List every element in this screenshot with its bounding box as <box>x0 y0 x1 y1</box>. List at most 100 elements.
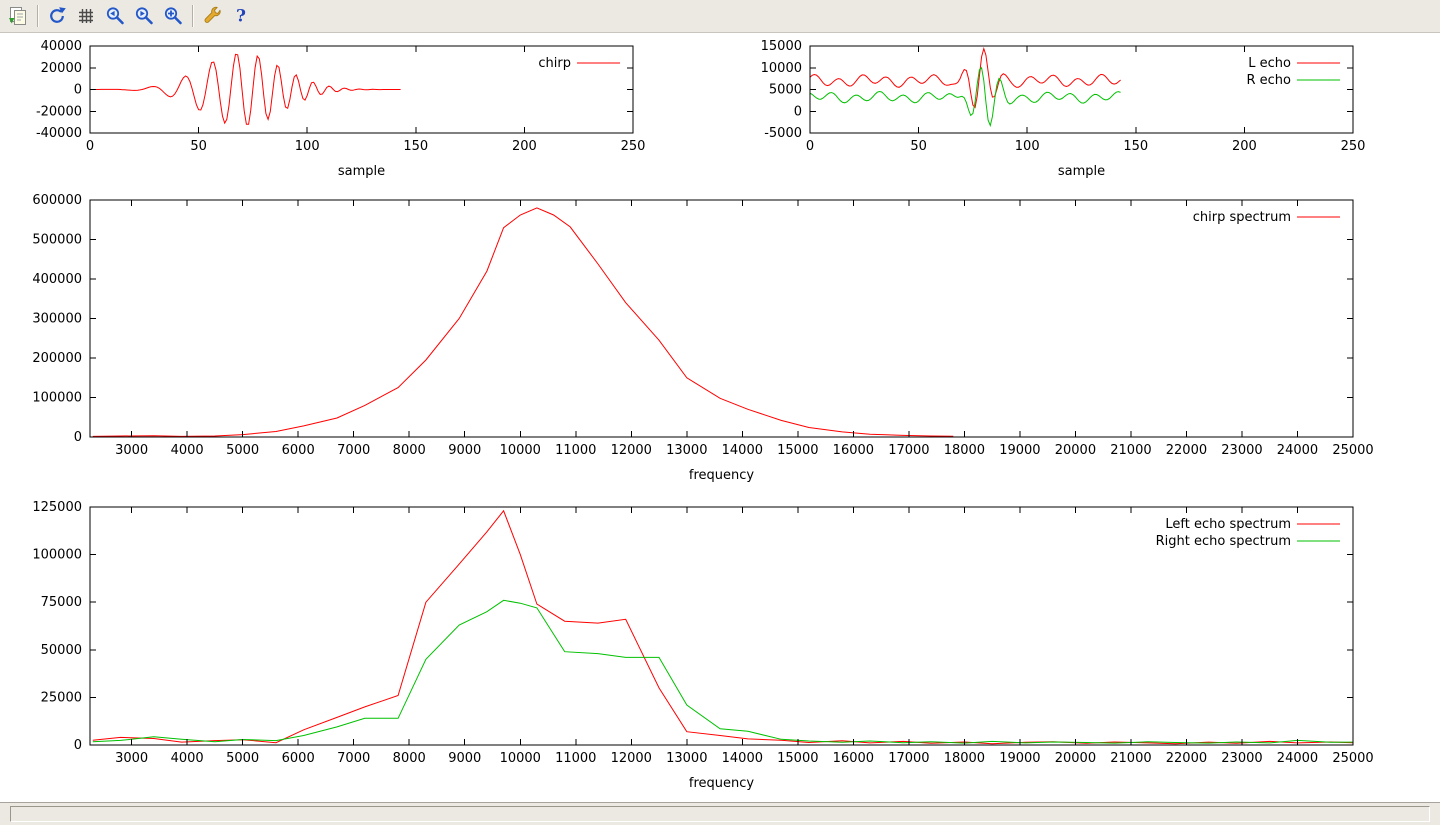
toolbar-separator <box>188 5 197 27</box>
grid-icon <box>79 9 93 23</box>
series-group <box>90 53 401 125</box>
x-axis-title: sample <box>338 164 385 179</box>
x-tick-label: 19000 <box>999 443 1040 458</box>
y-tick-label: 0 <box>74 738 82 753</box>
x-tick-label: 13000 <box>666 443 707 458</box>
y-tick-label: -20000 <box>36 104 82 119</box>
y-tick-label: 600000 <box>32 193 82 208</box>
y-tick-label: 10000 <box>761 61 802 76</box>
x-tick-label: 0 <box>86 139 94 154</box>
x-tick-label: 7000 <box>337 751 370 766</box>
y-tick-label: 200000 <box>32 351 82 366</box>
series-group <box>92 207 954 437</box>
series-chirp <box>90 53 401 125</box>
x-tick-label: 24000 <box>1277 443 1318 458</box>
plot-border <box>89 199 1354 438</box>
status-bar <box>0 802 1440 825</box>
autoscale-icon <box>164 7 182 25</box>
y-tick-label: 15000 <box>761 39 802 54</box>
x-tick-label: 16000 <box>833 443 874 458</box>
x-tick-label: 8000 <box>393 443 426 458</box>
x-tick-label: 21000 <box>1110 443 1151 458</box>
configure-button[interactable] <box>198 3 226 29</box>
x-tick-label: 6000 <box>282 443 315 458</box>
x-tick-label: 3000 <box>115 443 148 458</box>
x-axis-title: frequency <box>689 776 755 791</box>
x-tick-label: 200 <box>1232 139 1257 154</box>
x-tick-label: 8000 <box>393 751 426 766</box>
x-tick-label: 17000 <box>888 443 929 458</box>
y-tick-label: 50000 <box>41 643 82 658</box>
zoom-previous-button[interactable] <box>101 3 129 29</box>
x-tick-label: 150 <box>1123 139 1148 154</box>
config-wrench-icon <box>204 6 221 23</box>
x-tick-label: 21000 <box>1110 751 1151 766</box>
legend-label: chirp spectrum <box>1193 210 1291 225</box>
x-axis-title: frequency <box>689 468 755 483</box>
chart-chirp-signal[interactable]: 0 50 100 150 200 250 -40000 -20000 0 20000 40000 sa… <box>0 33 720 185</box>
x-tick-label: 9000 <box>448 751 481 766</box>
x-tick-label: 10000 <box>500 443 541 458</box>
chart-echo-spectra[interactable]: 3000 4000 5000 6000 7000 8000 9000 10000 11000 12… <box>0 492 1440 803</box>
x-tick-label: 15000 <box>777 751 818 766</box>
x-tick-label: 14000 <box>722 443 763 458</box>
y-tick-label: 500000 <box>32 233 82 248</box>
status-text <box>10 806 1430 822</box>
toggle-grid-button[interactable] <box>72 3 100 29</box>
legend-label: R echo <box>1246 73 1291 88</box>
x-tick-label: 16000 <box>833 751 874 766</box>
y-tick-label: 100000 <box>32 548 82 563</box>
copy-clipboard-icon <box>9 7 26 25</box>
chart-echo-signals[interactable]: 0 50 100 150 200 250 -5000 0 5000 10000 15000 sampl… <box>720 33 1440 185</box>
x-tick-label: 23000 <box>1221 443 1262 458</box>
copy-to-clipboard-button[interactable] <box>4 3 32 29</box>
zoom-previous-icon <box>106 7 124 25</box>
x-tick-label: 12000 <box>611 443 652 458</box>
y-tick-label: -5000 <box>764 126 802 141</box>
x-tick-label: 24000 <box>1277 751 1318 766</box>
x-tick-label: 23000 <box>1221 751 1262 766</box>
x-tick-label: 3000 <box>115 751 148 766</box>
y-tick-label: 25000 <box>41 690 82 705</box>
x-tick-label: 4000 <box>171 443 204 458</box>
zoom-next-button[interactable] <box>130 3 158 29</box>
legend-label: L echo <box>1248 56 1291 71</box>
y-tick-label: 20000 <box>41 61 82 76</box>
x-tick-label: 4000 <box>171 751 204 766</box>
series-group <box>92 509 1353 745</box>
x-tick-label: 22000 <box>1166 443 1207 458</box>
replot-icon <box>50 7 66 23</box>
x-tick-label: 20000 <box>1055 443 1096 458</box>
x-tick-label: 13000 <box>666 751 707 766</box>
x-tick-label: 15000 <box>777 443 818 458</box>
x-tick-label: 150 <box>403 139 428 154</box>
series-right-echo-spectrum <box>92 599 1353 744</box>
x-tick-label: 0 <box>806 139 814 154</box>
x-tick-label: 5000 <box>226 443 259 458</box>
series-l-echo <box>810 46 1121 109</box>
x-tick-label: 25000 <box>1332 751 1373 766</box>
x-tick-label: 250 <box>1341 139 1366 154</box>
y-tick-label: 100000 <box>32 391 82 406</box>
x-tick-label: 18000 <box>944 751 985 766</box>
x-tick-label: 50 <box>190 139 207 154</box>
legend-label: chirp <box>538 56 571 71</box>
plot-canvas: 0 50 100 150 200 250 -40000 -20000 0 20000 40000 sa… <box>0 33 1440 803</box>
svg-text:?: ? <box>236 7 246 27</box>
y-tick-label: 0 <box>74 83 82 98</box>
series-group <box>810 46 1121 128</box>
replot-button[interactable] <box>43 3 71 29</box>
x-tick-label: 12000 <box>611 751 652 766</box>
y-tick-label: 40000 <box>41 39 82 54</box>
y-tick-label: 5000 <box>769 83 802 98</box>
x-tick-label: 5000 <box>226 751 259 766</box>
chart-chirp-spectrum[interactable]: 3000 4000 5000 6000 7000 8000 9000 10000 11000 12… <box>0 185 1440 492</box>
x-tick-label: 50 <box>910 139 927 154</box>
x-tick-label: 6000 <box>282 751 315 766</box>
series-chirp-spectrum <box>92 207 954 437</box>
autoscale-button[interactable] <box>159 3 187 29</box>
series-r-echo <box>810 66 1121 128</box>
toolbar: ? <box>0 0 1440 33</box>
help-button[interactable]: ? <box>227 3 255 29</box>
